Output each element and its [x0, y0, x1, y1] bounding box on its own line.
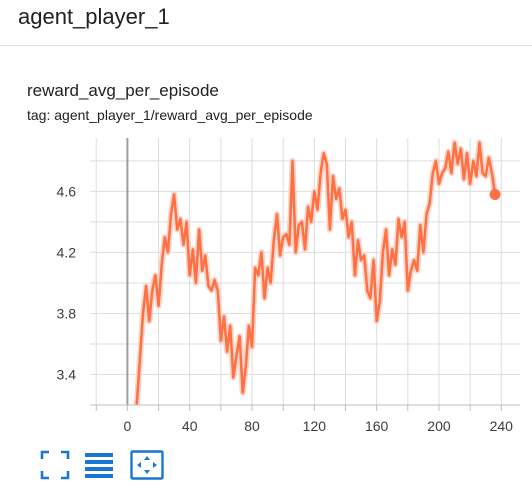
- chart-tag: tag: agent_player_1/reward_avg_per_episo…: [27, 107, 313, 123]
- y-tick-label: 3.4: [57, 366, 77, 382]
- fullscreen-icon: [40, 450, 70, 480]
- x-tick-label: 40: [182, 418, 198, 434]
- y-axis: 3.4 3.8 4.2 4.6: [57, 183, 77, 382]
- fit-domain-button[interactable]: [130, 450, 164, 480]
- run-title: agent_player_1: [18, 4, 170, 29]
- x-tick-label: 200: [427, 418, 451, 434]
- fullscreen-button[interactable]: [40, 450, 70, 480]
- series-last-point: [489, 188, 501, 200]
- x-axis: 0 40 80 120 160 200 240: [90, 404, 520, 434]
- series-line: [135, 141, 497, 405]
- chart-grid: [90, 138, 520, 405]
- chart-toolbar: [40, 450, 180, 480]
- y-tick-label: 4.6: [57, 183, 77, 199]
- chart-series: [133, 139, 499, 405]
- toggle-data-table-button[interactable]: [84, 450, 114, 480]
- data-table-icon: [85, 453, 113, 478]
- y-tick-label: 4.2: [57, 244, 77, 260]
- page-header: agent_player_1: [0, 0, 532, 46]
- fit-domain-icon: [130, 450, 164, 480]
- x-tick-label: 160: [365, 418, 389, 434]
- x-tick-label: 80: [244, 418, 260, 434]
- x-tick-label: 240: [490, 418, 514, 434]
- chart-title: reward_avg_per_episode: [27, 81, 219, 100]
- x-tick-label: 120: [303, 418, 327, 434]
- x-tick-label: 0: [123, 418, 131, 434]
- y-tick-label: 3.8: [57, 305, 77, 321]
